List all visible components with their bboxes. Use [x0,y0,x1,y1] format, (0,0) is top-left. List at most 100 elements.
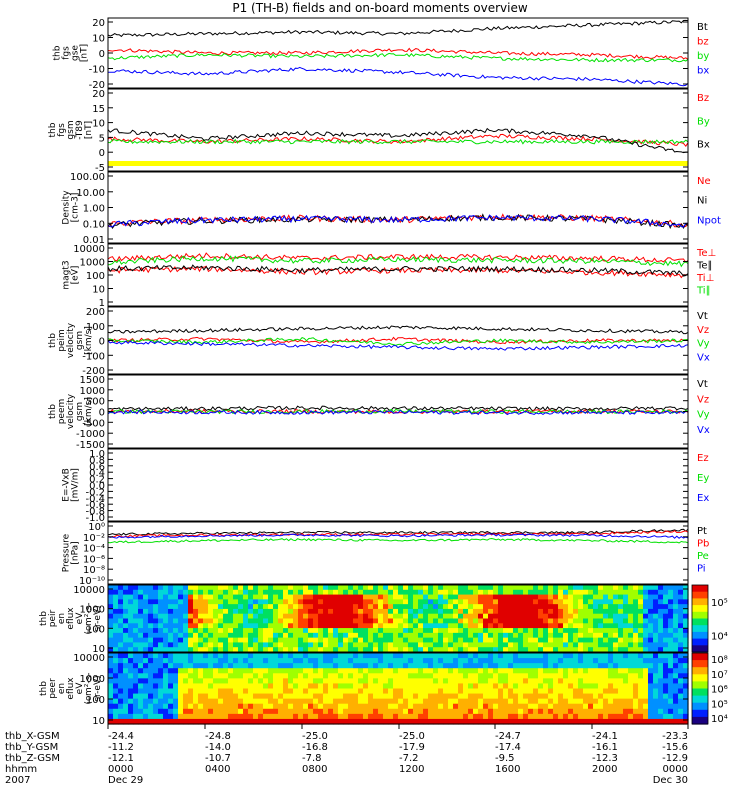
heatmap-cell [453,658,459,664]
heatmap-cell [538,623,544,629]
heatmap-cell [213,668,219,674]
heatmap-cell [318,647,324,653]
heatmap-cell [623,608,629,615]
heatmap-cell [168,599,174,605]
heatmap-cell [408,594,414,600]
heatmap-cell [358,647,364,653]
heatmap-cell [248,647,254,653]
heatmap-cell [533,698,539,705]
heatmap-cell [458,618,464,624]
heatmap-cell [488,594,494,600]
heatmap-cell [218,599,224,605]
heatmap-cell [123,599,129,605]
heatmap-cell [293,594,299,600]
heatmap-cell [513,663,519,669]
heatmap-cell [378,688,384,695]
heatmap-cell [208,642,214,648]
heatmap-cell [443,663,449,669]
heatmap-cell [588,713,594,720]
axis-value: -9.5 [495,753,515,764]
heatmap-cell [288,658,294,664]
heatmap-cell [573,688,579,695]
heatmap-cell [528,585,534,591]
heatmap-cell [653,604,659,610]
heatmap-cell [473,647,479,653]
heatmap-cell [368,618,374,624]
y-tick-label: 10 [92,644,105,655]
heatmap-cell [158,703,164,710]
heatmap-cell [158,668,164,674]
heatmap-cell [593,632,599,639]
heatmap-cell [603,589,609,596]
heatmap-cell [373,585,379,591]
heatmap-cell [473,663,479,669]
heatmap-cell [503,698,509,705]
heatmap-cell [558,647,564,653]
heatmap-cell [613,668,619,674]
heatmap-cell [308,599,314,605]
heatmap-cell [303,658,309,664]
heatmap-cell [523,628,529,634]
heatmap-cell [253,623,259,629]
heatmap-cell [223,703,229,710]
heatmap-cell [508,613,514,620]
heatmap-cell [593,613,599,620]
heatmap-cell [368,663,374,669]
heatmap-cell [678,653,684,659]
heatmap-cell [243,623,249,629]
heatmap-cell [548,693,554,700]
heatmap-cell [543,663,549,669]
heatmap-cell [333,718,339,725]
heatmap-cell [503,658,509,664]
heatmap-cell [233,683,239,690]
heatmap-cell [108,599,114,605]
heatmap-cell [448,613,454,620]
heatmap-cell [188,683,194,690]
colorbar-swatch [692,656,708,659]
heatmap-cell [223,693,229,700]
heatmap-cell [293,653,299,659]
heatmap-cell [203,668,209,674]
heatmap-cell [308,668,314,674]
heatmap-cell [418,658,424,664]
heatmap-cell [643,698,649,705]
heatmap-cell [223,608,229,615]
heatmap-cell [283,708,289,715]
heatmap-cell [333,632,339,639]
heatmap-cell [363,637,369,644]
heatmap-cell [158,678,164,685]
heatmap-cell [163,604,169,610]
heatmap-cell [343,683,349,690]
heatmap-cell [308,589,314,596]
heatmap-cell [203,663,209,669]
heatmap-cell [248,693,254,700]
heatmap-cell [343,613,349,620]
heatmap-cell [453,708,459,715]
heatmap-cell [298,678,304,685]
heatmap-cell [113,628,119,634]
heatmap-cell [488,613,494,620]
heatmap-cell [113,594,119,600]
heatmap-cell [258,668,264,674]
heatmap-cell [513,673,519,679]
heatmap-cell [603,594,609,600]
heatmap-cell [133,623,139,629]
heatmap-cell [593,585,599,591]
heatmap-cell [298,608,304,615]
heatmap-cell [638,718,644,725]
heatmap-cell [673,663,679,669]
heatmap-cell [128,632,134,639]
heatmap-cell [278,693,284,700]
heatmap-cell [538,713,544,720]
heatmap-cell [633,678,639,685]
heatmap-cell [453,688,459,695]
heatmap-cell [288,713,294,720]
heatmap-cell [123,618,129,624]
heatmap-cell [513,632,519,639]
heatmap-cell [253,663,259,669]
heatmap-cell [118,678,124,685]
heatmap-cell [458,688,464,695]
heatmap-cell [523,658,529,664]
heatmap-cell [208,713,214,720]
heatmap-cell [288,708,294,715]
